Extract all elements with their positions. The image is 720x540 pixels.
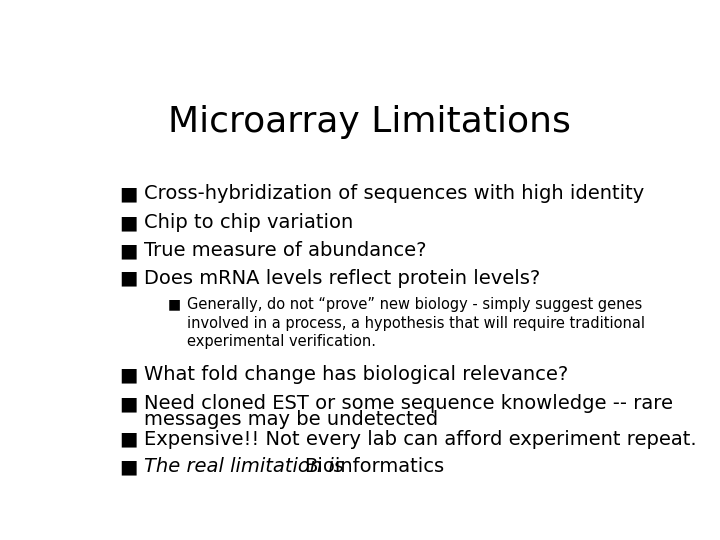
Text: ■: ■ (120, 430, 138, 449)
Text: ■: ■ (120, 457, 138, 476)
Text: ■: ■ (168, 298, 181, 312)
Text: involved in a process, a hypothesis that will require traditional: involved in a process, a hypothesis that… (187, 316, 645, 331)
Text: True measure of abundance?: True measure of abundance? (144, 241, 427, 260)
Text: experimental verification.: experimental verification. (187, 334, 376, 349)
Text: ■: ■ (120, 241, 138, 260)
Text: ■: ■ (120, 213, 138, 232)
Text: ■: ■ (120, 365, 138, 384)
Text: messages may be undetected: messages may be undetected (144, 410, 438, 429)
Text: Generally, do not “prove” new biology - simply suggest genes: Generally, do not “prove” new biology - … (187, 298, 642, 312)
Text: The real limitation is: The real limitation is (144, 457, 351, 476)
Text: Does mRNA levels reflect protein levels?: Does mRNA levels reflect protein levels? (144, 269, 541, 288)
Text: Need cloned EST or some sequence knowledge -- rare: Need cloned EST or some sequence knowled… (144, 394, 673, 413)
Text: ■: ■ (120, 269, 138, 288)
Text: Chip to chip variation: Chip to chip variation (144, 213, 354, 232)
Text: Bioinformatics: Bioinformatics (304, 457, 444, 476)
Text: ■: ■ (120, 184, 138, 203)
Text: ■: ■ (120, 394, 138, 413)
Text: Expensive!! Not every lab can afford experiment repeat.: Expensive!! Not every lab can afford exp… (144, 430, 697, 449)
Text: What fold change has biological relevance?: What fold change has biological relevanc… (144, 365, 569, 384)
Text: Microarray Limitations: Microarray Limitations (168, 105, 570, 139)
Text: Cross-hybridization of sequences with high identity: Cross-hybridization of sequences with hi… (144, 184, 644, 203)
